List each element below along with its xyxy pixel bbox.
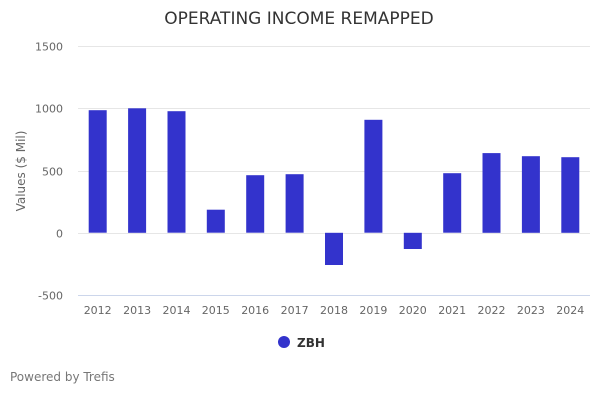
- x-tick-label: 2012: [84, 304, 112, 317]
- legend-label[interactable]: ZBH: [297, 336, 325, 350]
- y-axis-label: Values ($ Mil): [14, 131, 28, 212]
- bar-2015[interactable]: [206, 209, 225, 233]
- gridlines: [78, 46, 590, 296]
- bar-2017[interactable]: [285, 174, 304, 233]
- bar-2013[interactable]: [128, 108, 147, 233]
- x-tick-label: 2014: [163, 304, 191, 317]
- powered-by-credit[interactable]: Powered by Trefis: [10, 370, 115, 384]
- x-tick-label: 2023: [517, 304, 545, 317]
- x-tick-label: 2015: [202, 304, 230, 317]
- y-tick-label: 1500: [35, 41, 63, 54]
- y-tick-label: -500: [38, 290, 63, 303]
- legend[interactable]: ZBH: [278, 336, 325, 350]
- chart-title: OPERATING INCOME REMAPPED: [164, 9, 433, 29]
- bar-2019[interactable]: [364, 119, 383, 233]
- bar-2022[interactable]: [482, 153, 501, 233]
- x-tick-label: 2021: [438, 304, 466, 317]
- y-axis-ticks: 1500 1000 500 0 -500: [35, 41, 63, 303]
- x-tick-label: 2022: [478, 304, 506, 317]
- x-axis-ticks: 2012 2013 2014 2015 2016 2017 2018 2019 2020 2021…: [84, 304, 585, 317]
- x-tick-label: 2013: [123, 304, 151, 317]
- y-tick-label: 0: [56, 228, 63, 241]
- x-tick-label: 2020: [399, 304, 427, 317]
- y-tick-label: 500: [42, 166, 63, 179]
- bar-2020[interactable]: [403, 232, 422, 249]
- x-tick-label: 2016: [241, 304, 269, 317]
- bar-2018[interactable]: [325, 232, 343, 265]
- bar-2016[interactable]: [246, 175, 265, 233]
- y-tick-label: 1000: [35, 103, 63, 116]
- legend-marker-icon: [278, 336, 290, 348]
- bar-series: [88, 108, 580, 265]
- x-tick-label: 2024: [556, 304, 584, 317]
- bar-2024[interactable]: [561, 157, 580, 233]
- bar-2023[interactable]: [521, 156, 540, 233]
- x-tick-label: 2018: [320, 304, 348, 317]
- x-tick-label: 2019: [359, 304, 387, 317]
- bar-2021[interactable]: [443, 173, 462, 233]
- x-tick-label: 2017: [281, 304, 309, 317]
- bar-2014[interactable]: [167, 111, 186, 233]
- bar-2012[interactable]: [88, 110, 107, 233]
